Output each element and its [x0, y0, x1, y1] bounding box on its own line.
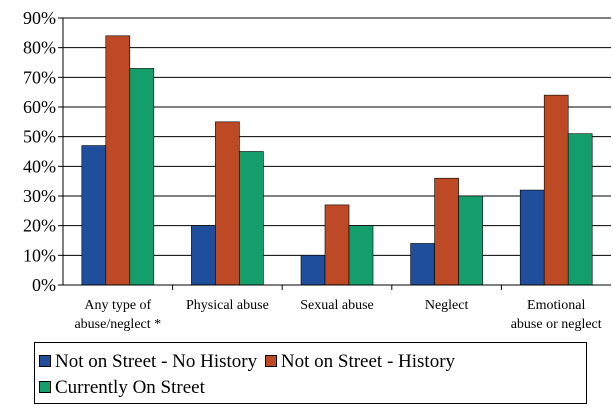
legend-label: Not on Street - No History: [55, 351, 258, 372]
x-tick-label: Sexual abuse: [300, 298, 373, 313]
y-tick-label: 90%: [23, 8, 56, 28]
bar: [324, 204, 350, 286]
legend: Not on Street - No History Not on Street…: [34, 342, 587, 404]
y-axis-tick-labels: 0% 10% 20% 30% 40% 50% 60% 70% 80% 90%: [23, 8, 56, 295]
y-tick-label: 80%: [23, 38, 56, 58]
y-tick-label: 60%: [23, 97, 56, 117]
bar: [410, 243, 435, 286]
x-tick-label: Emotional: [527, 298, 585, 313]
y-tick-label: 20%: [23, 216, 56, 236]
legend-swatch: [264, 355, 277, 367]
bar: [458, 195, 483, 286]
bar: [519, 189, 545, 286]
bar: [105, 35, 131, 286]
legend-item-history: Not on Street - History: [264, 349, 456, 375]
x-tick-label: Any type of: [84, 298, 151, 313]
legend-label: Currently On Street: [55, 377, 205, 398]
bars: [81, 35, 593, 286]
legend-swatch: [39, 355, 51, 367]
bar: [81, 145, 107, 286]
legend-item-on-street: Currently On Street: [39, 375, 205, 401]
axes: [58, 17, 611, 290]
y-tick-label: 10%: [23, 245, 56, 265]
legend-swatch: [39, 381, 51, 393]
x-tick-label: Physical abuse: [186, 298, 269, 313]
bar: [239, 151, 264, 286]
bar: [567, 133, 593, 286]
bar: [543, 94, 569, 286]
y-tick-label: 40%: [23, 156, 56, 176]
bar: [434, 177, 459, 286]
y-tick-label: 0%: [32, 275, 56, 295]
bar: [191, 225, 216, 286]
legend-row-2: Currently On Street: [39, 375, 582, 401]
x-tick-label: abuse or neglect: [511, 317, 602, 332]
x-tick-label: Neglect: [425, 298, 469, 313]
y-tick-label: 30%: [23, 186, 56, 206]
bar: [300, 255, 326, 286]
legend-item-no-history: Not on Street - No History: [39, 349, 257, 375]
legend-row-1: Not on Street - No History Not on Street…: [39, 349, 582, 375]
bar: [129, 68, 155, 286]
gridlines: [63, 17, 611, 256]
bar: [348, 225, 374, 286]
y-tick-label: 70%: [23, 67, 56, 87]
x-tick-label: abuse/neglect *: [74, 317, 161, 332]
x-axis-tick-labels: Any type of abuse/neglect * Physical abuse…: [74, 298, 601, 332]
bar: [215, 121, 240, 286]
y-tick-label: 50%: [23, 127, 56, 147]
legend-label: Not on Street - History: [280, 351, 456, 372]
